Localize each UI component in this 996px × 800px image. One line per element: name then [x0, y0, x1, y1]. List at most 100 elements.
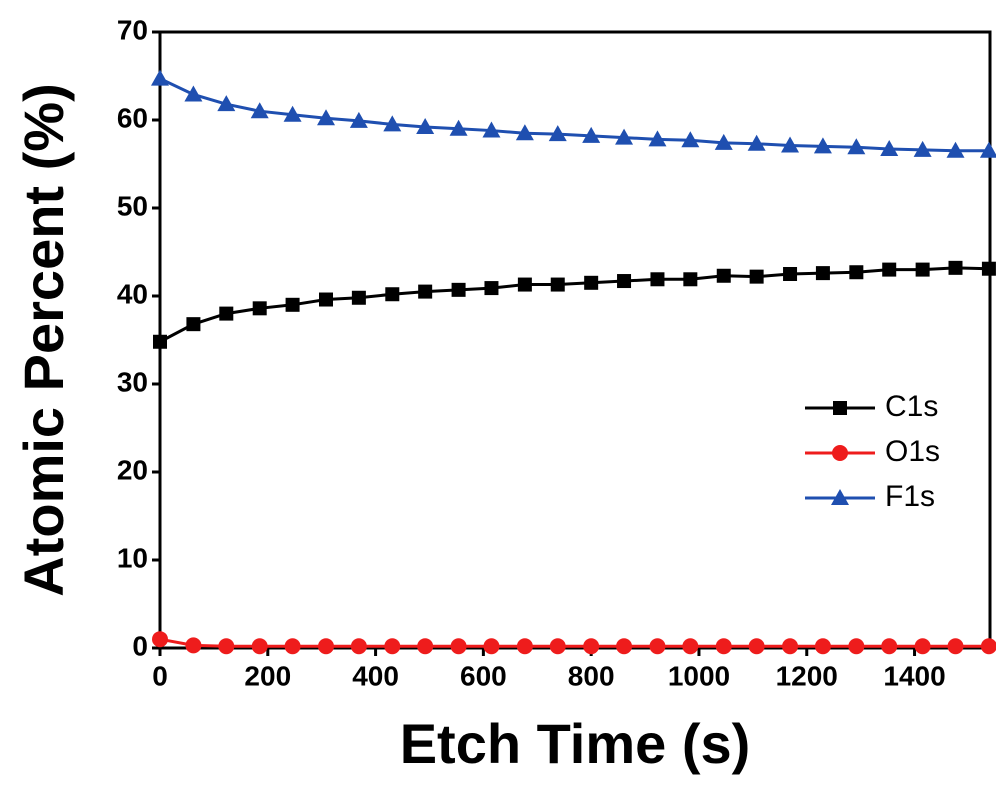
- marker: [783, 267, 798, 281]
- marker: [285, 297, 300, 312]
- series-line: [159, 637, 989, 648]
- marker: [451, 282, 466, 297]
- marker: [153, 334, 167, 349]
- y-tick-label: 40: [117, 278, 148, 309]
- marker: [186, 317, 201, 332]
- marker: [615, 128, 634, 145]
- y-tick-label: 0: [132, 630, 148, 661]
- marker: [617, 274, 632, 289]
- legend-text: F1s: [885, 480, 935, 513]
- x-tick-label: 200: [244, 660, 291, 691]
- y-tick-label: 30: [117, 366, 148, 397]
- marker: [319, 292, 333, 307]
- marker: [749, 269, 764, 284]
- x-tick-label: 0: [152, 660, 168, 691]
- marker: [418, 284, 433, 299]
- marker: [349, 111, 368, 128]
- marker: [714, 133, 733, 150]
- marker: [383, 115, 402, 132]
- marker: [981, 261, 996, 276]
- marker: [650, 272, 665, 287]
- marker: [582, 126, 601, 143]
- marker: [283, 105, 302, 122]
- y-tick-label: 10: [117, 542, 148, 573]
- y-tick-label: 20: [117, 454, 148, 485]
- marker: [882, 262, 897, 277]
- marker: [881, 638, 898, 655]
- marker: [747, 134, 766, 151]
- marker: [848, 638, 865, 655]
- marker: [317, 109, 335, 126]
- marker: [482, 121, 501, 138]
- marker: [384, 638, 401, 655]
- marker: [681, 131, 700, 148]
- marker: [847, 138, 866, 155]
- marker: [152, 631, 168, 648]
- y-tick-label: 70: [117, 14, 148, 45]
- x-tick-label: 1400: [883, 660, 945, 691]
- marker: [219, 306, 234, 321]
- marker: [184, 85, 203, 102]
- legend-text: O1s: [885, 435, 940, 468]
- marker: [948, 260, 963, 275]
- marker: [517, 277, 532, 292]
- marker: [849, 265, 864, 280]
- plot-frame: [158, 30, 992, 650]
- marker: [980, 638, 996, 655]
- marker: [185, 637, 202, 654]
- marker: [683, 272, 698, 287]
- marker: [250, 102, 269, 119]
- marker: [251, 638, 268, 655]
- x-tick-label: 600: [460, 660, 507, 691]
- marker: [833, 401, 847, 415]
- marker: [350, 638, 367, 655]
- marker: [946, 141, 965, 158]
- marker: [914, 638, 931, 655]
- marker: [450, 638, 467, 655]
- x-tick-label: 1200: [776, 660, 838, 691]
- marker: [217, 95, 236, 112]
- marker: [915, 262, 930, 277]
- marker: [715, 638, 732, 655]
- marker: [516, 638, 533, 655]
- marker: [648, 130, 667, 147]
- marker: [682, 638, 699, 655]
- marker: [649, 638, 666, 655]
- x-axis-title: Etch Time (s): [400, 712, 751, 775]
- marker: [814, 638, 831, 655]
- marker: [284, 638, 301, 655]
- marker: [416, 118, 435, 135]
- series-line: [159, 266, 989, 344]
- marker: [515, 124, 534, 141]
- marker: [781, 136, 800, 153]
- marker: [832, 445, 848, 461]
- y-tick-label: 50: [117, 190, 148, 221]
- marker: [583, 638, 600, 655]
- marker: [484, 281, 499, 296]
- marker: [616, 638, 633, 655]
- marker: [831, 489, 849, 505]
- marker: [351, 290, 366, 305]
- marker: [483, 638, 500, 655]
- marker: [979, 141, 996, 158]
- marker: [385, 287, 400, 302]
- marker: [716, 268, 731, 283]
- marker: [815, 266, 830, 281]
- y-axis-title: Atomic Percent (%): [12, 83, 75, 596]
- marker: [252, 301, 267, 316]
- x-tick-label: 400: [352, 660, 399, 691]
- marker: [947, 638, 964, 655]
- marker: [549, 638, 566, 655]
- marker: [449, 119, 468, 136]
- series-line: [159, 77, 989, 153]
- y-tick-label: 60: [117, 102, 148, 133]
- marker: [417, 638, 434, 655]
- marker: [218, 638, 235, 655]
- marker: [913, 140, 932, 157]
- legend-text: C1s: [885, 390, 938, 423]
- marker: [151, 69, 169, 86]
- marker: [782, 638, 799, 655]
- marker: [550, 277, 565, 292]
- x-tick-label: 1000: [668, 660, 730, 691]
